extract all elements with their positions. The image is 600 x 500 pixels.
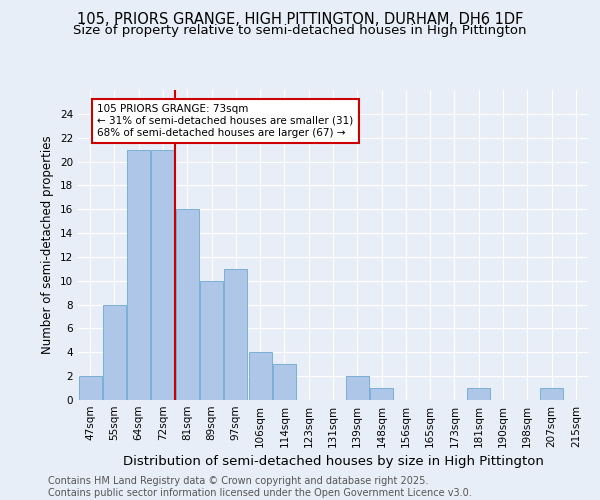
Bar bbox=[103, 304, 126, 400]
Text: Size of property relative to semi-detached houses in High Pittington: Size of property relative to semi-detach… bbox=[73, 24, 527, 37]
Text: 105 PRIORS GRANGE: 73sqm
← 31% of semi-detached houses are smaller (31)
68% of s: 105 PRIORS GRANGE: 73sqm ← 31% of semi-d… bbox=[97, 104, 353, 138]
Bar bbox=[346, 376, 369, 400]
Bar bbox=[79, 376, 101, 400]
Bar bbox=[200, 281, 223, 400]
Y-axis label: Number of semi-detached properties: Number of semi-detached properties bbox=[41, 136, 55, 354]
Bar bbox=[151, 150, 175, 400]
Bar bbox=[224, 269, 247, 400]
Bar bbox=[248, 352, 272, 400]
Bar bbox=[467, 388, 490, 400]
Bar bbox=[127, 150, 150, 400]
Bar bbox=[273, 364, 296, 400]
Bar bbox=[370, 388, 393, 400]
Bar bbox=[176, 209, 199, 400]
Text: Contains HM Land Registry data © Crown copyright and database right 2025.
Contai: Contains HM Land Registry data © Crown c… bbox=[48, 476, 472, 498]
X-axis label: Distribution of semi-detached houses by size in High Pittington: Distribution of semi-detached houses by … bbox=[122, 456, 544, 468]
Bar bbox=[540, 388, 563, 400]
Text: 105, PRIORS GRANGE, HIGH PITTINGTON, DURHAM, DH6 1DF: 105, PRIORS GRANGE, HIGH PITTINGTON, DUR… bbox=[77, 12, 523, 28]
